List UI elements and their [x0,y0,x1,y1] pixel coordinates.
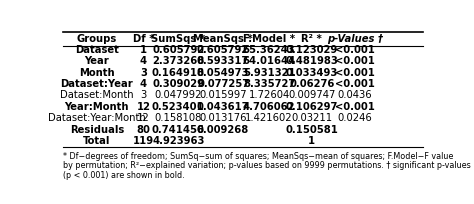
Text: 4.923963: 4.923963 [152,136,204,146]
Text: 2.373268: 2.373268 [152,56,204,66]
Text: * Df−degrees of freedom; SumSq−sum of squares; MeanSqs−mean of squares; F.Model−: * Df−degrees of freedom; SumSq−sum of sq… [63,152,453,161]
Text: 80: 80 [137,125,150,135]
Text: SumSqs *: SumSqs * [151,34,205,44]
Text: <0.001: <0.001 [335,45,374,55]
Text: Dataset:Year: Dataset:Year [61,79,133,89]
Text: 0.741456: 0.741456 [152,125,205,135]
Text: Residuals: Residuals [70,125,124,135]
Text: 0.033493: 0.033493 [286,68,338,78]
Text: 0.03211: 0.03211 [291,113,332,123]
Text: 1.421602: 1.421602 [245,113,293,123]
Text: 12: 12 [137,113,150,123]
Text: 0.015997: 0.015997 [199,91,247,101]
Text: (p < 0.001) are shown in bold.: (p < 0.001) are shown in bold. [63,171,184,180]
Text: 0.523401: 0.523401 [152,102,205,112]
Text: 0.150581: 0.150581 [285,125,338,135]
Text: Df *: Df * [133,34,154,44]
Text: 64.01644: 64.01644 [242,56,296,66]
Text: 4: 4 [140,79,147,89]
Text: p-Values †: p-Values † [327,34,383,44]
Text: 0.593317: 0.593317 [197,56,249,66]
Text: 0.0436: 0.0436 [337,91,372,101]
Text: 0.013176: 0.013176 [200,113,247,123]
Text: 1: 1 [308,136,315,146]
Text: <0.001: <0.001 [335,102,374,112]
Text: 65.36243: 65.36243 [243,45,295,55]
Text: 0.309029: 0.309029 [152,79,204,89]
Text: 5.931321: 5.931321 [243,68,295,78]
Text: F.Model *: F.Model * [243,34,295,44]
Text: MeanSqs *: MeanSqs * [193,34,253,44]
Text: 12: 12 [137,102,150,112]
Text: 0.043617: 0.043617 [197,102,249,112]
Text: 4.706062: 4.706062 [243,102,295,112]
Text: 0.047992: 0.047992 [155,91,202,101]
Text: 8.335727: 8.335727 [243,79,295,89]
Text: 0.164918: 0.164918 [152,68,205,78]
Text: 0.605792: 0.605792 [152,45,204,55]
Text: Groups: Groups [77,34,117,44]
Text: Total: Total [83,136,110,146]
Text: 0.054973: 0.054973 [197,68,249,78]
Text: Year: Year [84,56,109,66]
Text: 0.009747: 0.009747 [288,91,336,101]
Text: 0.123029: 0.123029 [286,45,338,55]
Text: Dataset:Month: Dataset:Month [60,91,134,101]
Text: 3: 3 [140,68,147,78]
Text: <0.001: <0.001 [335,79,374,89]
Text: Dataset: Dataset [75,45,119,55]
Text: 1.72604: 1.72604 [248,91,290,101]
Text: 0.605792: 0.605792 [197,45,249,55]
Text: 119: 119 [133,136,154,146]
Text: 0.0246: 0.0246 [337,113,372,123]
Text: 0.106297: 0.106297 [286,102,338,112]
Text: 0.077257: 0.077257 [197,79,249,89]
Text: 4: 4 [140,56,147,66]
Text: 1: 1 [140,45,147,55]
Text: 0.481983: 0.481983 [285,56,338,66]
Text: R² *: R² * [301,34,322,44]
Text: by permutation; R²−explained variation; p-values based on 9999 permutations. † s: by permutation; R²−explained variation; … [63,161,471,171]
Text: Month: Month [79,68,115,78]
Text: 3: 3 [140,91,146,101]
Text: Dataset:Year:Month: Dataset:Year:Month [48,113,146,123]
Text: 0.009268: 0.009268 [197,125,249,135]
Text: <0.001: <0.001 [335,68,374,78]
Text: 0.06276: 0.06276 [289,79,335,89]
Text: Year:Month: Year:Month [64,102,129,112]
Text: <0.001: <0.001 [335,56,374,66]
Text: 0.158108: 0.158108 [155,113,202,123]
